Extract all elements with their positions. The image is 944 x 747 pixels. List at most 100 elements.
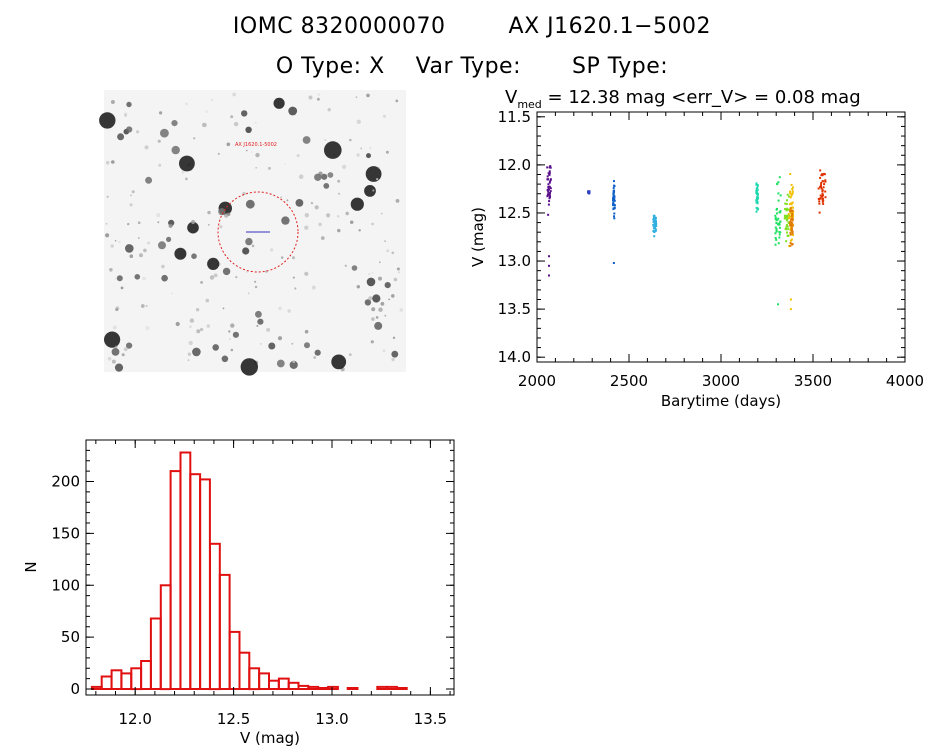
light-curve-point xyxy=(789,212,792,215)
star xyxy=(366,153,371,159)
light-curve-point xyxy=(822,186,825,189)
star xyxy=(213,273,218,278)
light-curve-point xyxy=(612,208,615,211)
header-title: IOMC 8320000070 AX J1620.1−5002 xyxy=(0,14,944,39)
star xyxy=(304,271,309,276)
histogram-bar xyxy=(159,584,172,691)
x-tick-label: 2500 xyxy=(610,372,648,390)
light-curve-point xyxy=(756,201,759,204)
star xyxy=(210,98,214,102)
light-curve-point xyxy=(612,187,615,190)
histogram-bar xyxy=(386,685,398,691)
light-curve-point xyxy=(546,188,549,191)
histogram-frame xyxy=(85,439,455,696)
star xyxy=(254,285,258,289)
star xyxy=(187,221,199,234)
star xyxy=(114,239,117,242)
histogram-ylabel: N xyxy=(22,561,40,572)
x-tick-label: 3000 xyxy=(702,372,740,390)
light-curve-point xyxy=(819,169,822,172)
star xyxy=(126,101,132,108)
star xyxy=(126,342,133,349)
star xyxy=(111,348,120,356)
light-curve-point xyxy=(548,197,551,200)
histogram-bar xyxy=(199,478,211,690)
light-curve-point xyxy=(547,183,550,186)
star xyxy=(351,265,358,271)
star xyxy=(246,271,248,273)
light-curve-point xyxy=(818,202,821,205)
star xyxy=(355,96,358,98)
light-curve-point xyxy=(821,190,824,193)
light-curve-outlier xyxy=(789,298,792,301)
star xyxy=(291,342,294,345)
light-curve-point xyxy=(779,194,782,197)
star xyxy=(134,274,141,280)
star xyxy=(327,108,331,112)
light-curve-point xyxy=(787,214,790,217)
title-med: med xyxy=(517,98,541,111)
header-types: O Type: X Var Type: SP Type: xyxy=(0,54,944,79)
light-curve-point xyxy=(653,214,656,217)
y-tick-label: 14.0 xyxy=(498,348,531,366)
star xyxy=(287,309,291,313)
histogram-bar xyxy=(376,685,389,691)
star xyxy=(205,298,210,303)
star xyxy=(371,317,375,321)
light-curve-point xyxy=(777,242,780,245)
star xyxy=(267,166,271,170)
light-curve-point xyxy=(789,190,792,193)
star xyxy=(161,264,165,269)
star xyxy=(368,296,373,301)
star xyxy=(314,349,321,356)
star xyxy=(228,330,231,333)
light-curve-points xyxy=(546,165,827,311)
light-curve-point xyxy=(776,182,779,185)
light-curve-point xyxy=(791,224,794,227)
star xyxy=(369,147,372,150)
light-curve-point xyxy=(756,202,759,205)
light-curve-point xyxy=(820,186,822,189)
light-curve-point xyxy=(613,180,615,183)
star xyxy=(298,174,304,179)
light-curve-point xyxy=(546,166,549,169)
star xyxy=(304,213,309,218)
light-curve-point xyxy=(789,233,792,236)
light-curve-point xyxy=(654,219,657,222)
light-curve-point xyxy=(612,197,615,199)
light-curve-point xyxy=(652,221,655,223)
star xyxy=(232,92,237,97)
star xyxy=(384,240,387,243)
star xyxy=(338,192,341,195)
star xyxy=(278,306,282,311)
light-curve-axes: 2000 2500 3000 3500 4000 11.5 12.0 12.5 13.0 13.5… xyxy=(498,108,925,390)
histogram-bar xyxy=(120,672,133,691)
light-curve-point xyxy=(779,210,782,213)
light-curve-point xyxy=(548,170,551,173)
x-tick-label: 3500 xyxy=(794,372,832,390)
star xyxy=(111,160,115,164)
light-curve-point xyxy=(654,229,657,232)
light-curve-point xyxy=(788,245,791,248)
star xyxy=(125,244,134,253)
star xyxy=(289,360,298,369)
star xyxy=(399,308,404,312)
light-curve-point xyxy=(774,226,777,229)
star xyxy=(356,119,361,125)
light-curve-point xyxy=(792,214,794,217)
x-tick-label: 2000 xyxy=(518,372,556,390)
light-curve-point xyxy=(546,175,549,178)
light-curve-point xyxy=(787,208,790,211)
light-curve-point xyxy=(790,194,793,197)
x-tick-label: 12.0 xyxy=(118,710,151,728)
light-curve-point xyxy=(787,221,790,224)
light-curve-point xyxy=(790,216,793,218)
o-type: O Type: X xyxy=(275,54,385,79)
light-curve-point xyxy=(791,193,794,196)
star xyxy=(294,287,297,290)
star xyxy=(386,249,390,253)
star xyxy=(377,166,380,169)
light-curve-point xyxy=(612,202,615,204)
star xyxy=(321,236,325,240)
star xyxy=(209,275,215,280)
